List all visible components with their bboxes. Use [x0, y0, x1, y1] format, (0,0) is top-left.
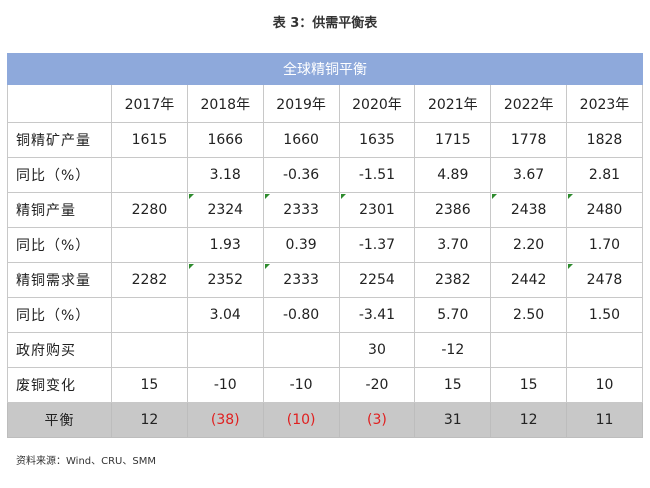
corner-cell — [7, 84, 112, 123]
table-header: 全球精铜平衡 — [7, 53, 643, 85]
data-cell: -10 — [262, 367, 340, 403]
data-cell: 2333 — [262, 192, 340, 228]
data-cell: (3) — [338, 402, 416, 438]
data-cell — [111, 297, 188, 333]
data-cell: 3.18 — [186, 157, 264, 193]
data-cell: 2254 — [338, 262, 416, 298]
data-cell: 1.93 — [186, 227, 264, 263]
row-label: 政府购买 — [7, 332, 112, 368]
data-cell — [111, 157, 188, 193]
data-cell: -1.51 — [338, 157, 416, 193]
data-cell: 2324 — [186, 192, 264, 228]
data-cell: 15 — [490, 367, 568, 403]
data-cell — [111, 227, 188, 263]
year-cell: 2017年 — [111, 84, 188, 123]
year-cell: 2018年 — [186, 84, 264, 123]
data-cell: 10 — [566, 367, 643, 403]
row-label: 同比（%） — [7, 297, 112, 333]
data-cell: 3.67 — [490, 157, 568, 193]
row-label: 平衡 — [7, 402, 112, 438]
row-label: 精铜产量 — [7, 192, 112, 228]
data-cell: 2333 — [262, 262, 340, 298]
row-label: 铜精矿产量 — [7, 122, 112, 158]
year-cell: 2020年 — [338, 84, 416, 123]
year-cell: 2021年 — [414, 84, 492, 123]
data-cell — [186, 332, 264, 368]
data-cell: 1666 — [186, 122, 264, 158]
data-cell: 12 — [490, 402, 568, 438]
data-cell: 2478 — [566, 262, 643, 298]
data-cell: 2442 — [490, 262, 568, 298]
table-row: 同比（%） 1.93 0.39 -1.37 3.70 2.20 1.70 — [7, 227, 643, 263]
data-cell: 2382 — [414, 262, 492, 298]
data-cell: -10 — [186, 367, 264, 403]
data-cell: 30 — [338, 332, 416, 368]
data-cell: 1715 — [414, 122, 492, 158]
data-cell: 2.81 — [566, 157, 643, 193]
data-cell: 1828 — [566, 122, 643, 158]
data-cell: 1.70 — [566, 227, 643, 263]
data-cell: 2.20 — [490, 227, 568, 263]
data-cell: 11 — [566, 402, 643, 438]
data-cell: 2352 — [186, 262, 264, 298]
data-cell: (38) — [186, 402, 264, 438]
data-cell: 2282 — [111, 262, 188, 298]
year-header-row: 2017年 2018年 2019年 2020年 2021年 2022年 2023… — [7, 84, 643, 123]
data-cell — [490, 332, 568, 368]
data-cell: -20 — [338, 367, 416, 403]
supply-demand-table: 全球精铜平衡 2017年 2018年 2019年 2020年 2021年 202… — [7, 53, 643, 438]
data-cell: 15 — [414, 367, 492, 403]
year-cell: 2022年 — [490, 84, 568, 123]
data-cell: 1.50 — [566, 297, 643, 333]
data-cell: 1615 — [111, 122, 188, 158]
data-cell: 1660 — [262, 122, 340, 158]
data-cell: -0.36 — [262, 157, 340, 193]
table-caption: 表 3：供需平衡表 — [272, 16, 378, 31]
data-cell: 2301 — [338, 192, 416, 228]
row-label: 精铜需求量 — [7, 262, 112, 298]
table-row: 政府购买 30 -12 — [7, 332, 643, 368]
data-cell: 5.70 — [414, 297, 492, 333]
data-cell: 15 — [111, 367, 188, 403]
data-cell: 2386 — [414, 192, 492, 228]
data-cell: 31 — [414, 402, 492, 438]
data-cell: 1635 — [338, 122, 416, 158]
data-cell: 2480 — [566, 192, 643, 228]
data-cell: -12 — [414, 332, 492, 368]
data-cell: 2280 — [111, 192, 188, 228]
data-cell: 3.70 — [414, 227, 492, 263]
table-row: 精铜产量 2280 2324 2333 2301 2386 2438 2480 — [7, 192, 643, 228]
data-cell: 4.89 — [414, 157, 492, 193]
data-cell — [262, 332, 340, 368]
data-cell: 2.50 — [490, 297, 568, 333]
data-cell — [111, 332, 188, 368]
data-cell: 12 — [111, 402, 188, 438]
data-cell: -3.41 — [338, 297, 416, 333]
data-cell: -0.80 — [262, 297, 340, 333]
row-label: 同比（%） — [7, 227, 112, 263]
data-cell: -1.37 — [338, 227, 416, 263]
year-cell: 2023年 — [566, 84, 643, 123]
balance-row: 平衡 12 (38) (10) (3) 31 12 11 — [7, 402, 643, 438]
table-row: 精铜需求量 2282 2352 2333 2254 2382 2442 2478 — [7, 262, 643, 298]
data-cell: 1778 — [490, 122, 568, 158]
table-row: 废铜变化 15 -10 -10 -20 15 15 10 — [7, 367, 643, 403]
data-cell: (10) — [262, 402, 340, 438]
data-cell: 0.39 — [262, 227, 340, 263]
data-cell: 2438 — [490, 192, 568, 228]
row-label: 废铜变化 — [7, 367, 112, 403]
data-cell — [566, 332, 643, 368]
table-row: 同比（%） 3.18 -0.36 -1.51 4.89 3.67 2.81 — [7, 157, 643, 193]
year-cell: 2019年 — [262, 84, 340, 123]
table-row: 同比（%） 3.04 -0.80 -3.41 5.70 2.50 1.50 — [7, 297, 643, 333]
data-cell: 3.04 — [186, 297, 264, 333]
row-label: 同比（%） — [7, 157, 112, 193]
source-note: 资料来源：Wind、CRU、SMM — [16, 456, 156, 467]
table-row: 铜精矿产量 1615 1666 1660 1635 1715 1778 1828 — [7, 122, 643, 158]
